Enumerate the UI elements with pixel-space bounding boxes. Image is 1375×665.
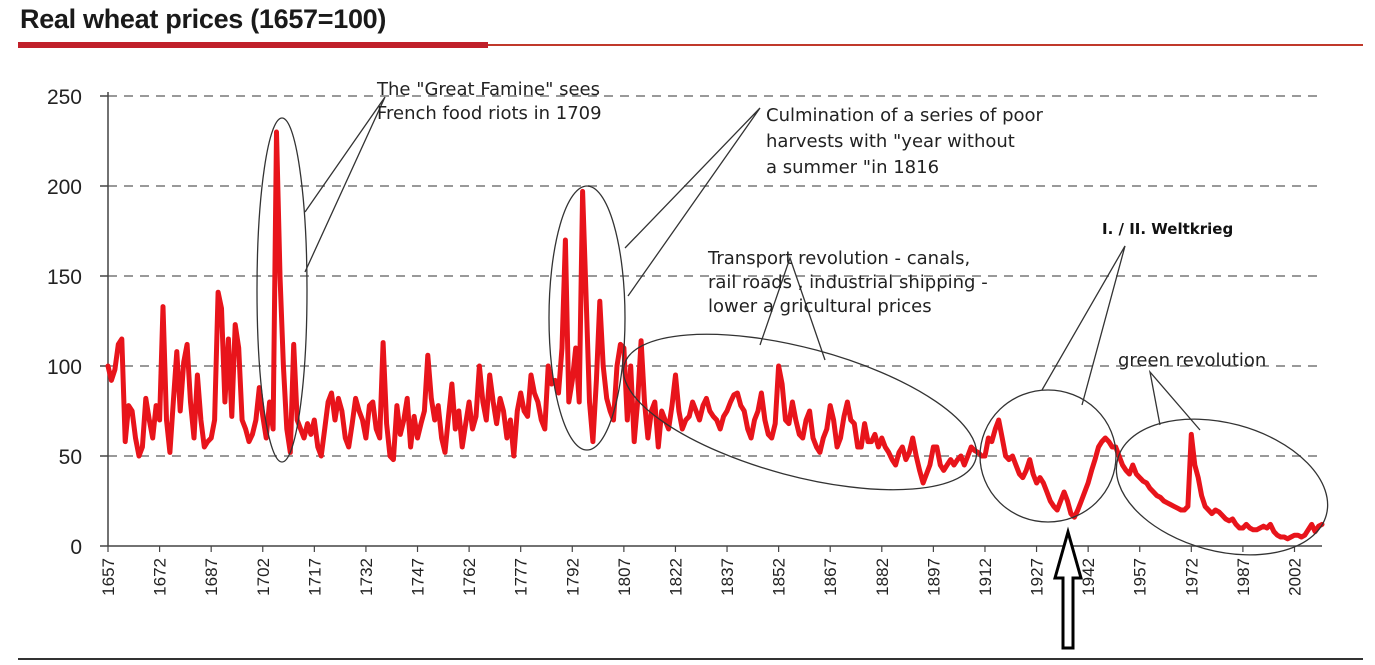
x-tick-label-1717: 1717 <box>305 558 324 596</box>
annotation-0-line-1: French food riots in 1709 <box>377 103 602 124</box>
x-tick-label-1987: 1987 <box>1234 558 1253 596</box>
war-pointer <box>1041 245 1126 406</box>
annotation-1-line-2: a summer "in 1816 <box>766 157 939 178</box>
x-tick-label-1882: 1882 <box>873 558 892 596</box>
x-tick-label-1762: 1762 <box>460 558 479 596</box>
y-tick-label-50: 50 <box>59 446 82 469</box>
famine-ellipse <box>256 117 308 463</box>
y-tick-label-200: 200 <box>47 176 82 199</box>
series-group <box>105 129 1325 542</box>
annotation-0-line-0: The "Great Famine" sees <box>376 79 600 100</box>
x-tick-label-1747: 1747 <box>409 558 428 596</box>
war-ellipse <box>979 389 1117 523</box>
x-tick-label-2002: 2002 <box>1285 558 1304 596</box>
transport-ellipse <box>622 333 978 491</box>
axes <box>100 92 1322 547</box>
transport-pointer <box>759 256 826 361</box>
title-underline <box>18 44 1363 46</box>
x-tick-label-1687: 1687 <box>202 558 221 596</box>
x-tick-label-1912: 1912 <box>976 558 995 596</box>
poor-harvest-ellipse <box>548 185 626 451</box>
price-series-line <box>105 129 1325 542</box>
poor-harvest-pointer <box>624 107 761 297</box>
x-tick-label-1657: 1657 <box>99 558 118 596</box>
green-revolution-pointer <box>1148 369 1201 431</box>
y-tick-label-0: 0 <box>70 536 82 559</box>
x-tick-label-1822: 1822 <box>666 558 685 596</box>
green-revolution-ellipse <box>1115 418 1329 556</box>
x-tick-label-1732: 1732 <box>357 558 376 596</box>
annotation-4-line-0: green revolution <box>1118 350 1266 371</box>
x-tick-label-1942: 1942 <box>1079 558 1098 596</box>
annotation-1-line-0: Culmination of a series of poor <box>766 105 1044 126</box>
x-tick-label-1957: 1957 <box>1131 558 1150 596</box>
x-tick-label-1867: 1867 <box>821 558 840 596</box>
up-arrow-icon <box>1053 526 1083 650</box>
x-tick-label-1852: 1852 <box>770 558 789 596</box>
annotation-overlays <box>256 96 1329 650</box>
annotation-labels: The "Great Famine" sees French food riots… <box>376 79 1266 371</box>
annotation-2-line-0: Transport revolution - canals, <box>707 248 970 269</box>
y-tick-label-250: 250 <box>47 86 82 109</box>
x-axis-ticks: 1657 1672 1687 1702 1717 1732 1747 1762 1777 1792… <box>99 546 1304 596</box>
x-tick-label-1702: 1702 <box>254 558 273 596</box>
y-axis-ticks: 0 50 100 150 200 250 <box>47 86 82 559</box>
y-tick-label-100: 100 <box>47 356 82 379</box>
annotation-1-line-1: harvests with "year without <box>766 131 1015 152</box>
x-tick-label-1837: 1837 <box>718 558 737 596</box>
annotation-3-line-0: I. / II. Weltkrieg <box>1102 220 1233 238</box>
title-underline-accent <box>18 42 488 48</box>
x-tick-label-1897: 1897 <box>924 558 943 596</box>
annotation-2-line-1: rail roads , industrial shipping - <box>708 272 988 293</box>
x-tick-label-1792: 1792 <box>563 558 582 596</box>
x-tick-label-1672: 1672 <box>151 558 170 596</box>
x-tick-label-1927: 1927 <box>1028 558 1047 596</box>
bottom-rule <box>18 658 1363 660</box>
annotation-2-line-2: lower a gricultural prices <box>708 296 932 317</box>
y-tick-label-150: 150 <box>47 266 82 289</box>
chart-title: Real wheat prices (1657=100) <box>20 4 387 34</box>
famine-pointer <box>304 96 386 273</box>
x-tick-label-1807: 1807 <box>615 558 634 596</box>
x-tick-label-1777: 1777 <box>512 558 531 596</box>
x-tick-label-1972: 1972 <box>1182 558 1201 596</box>
